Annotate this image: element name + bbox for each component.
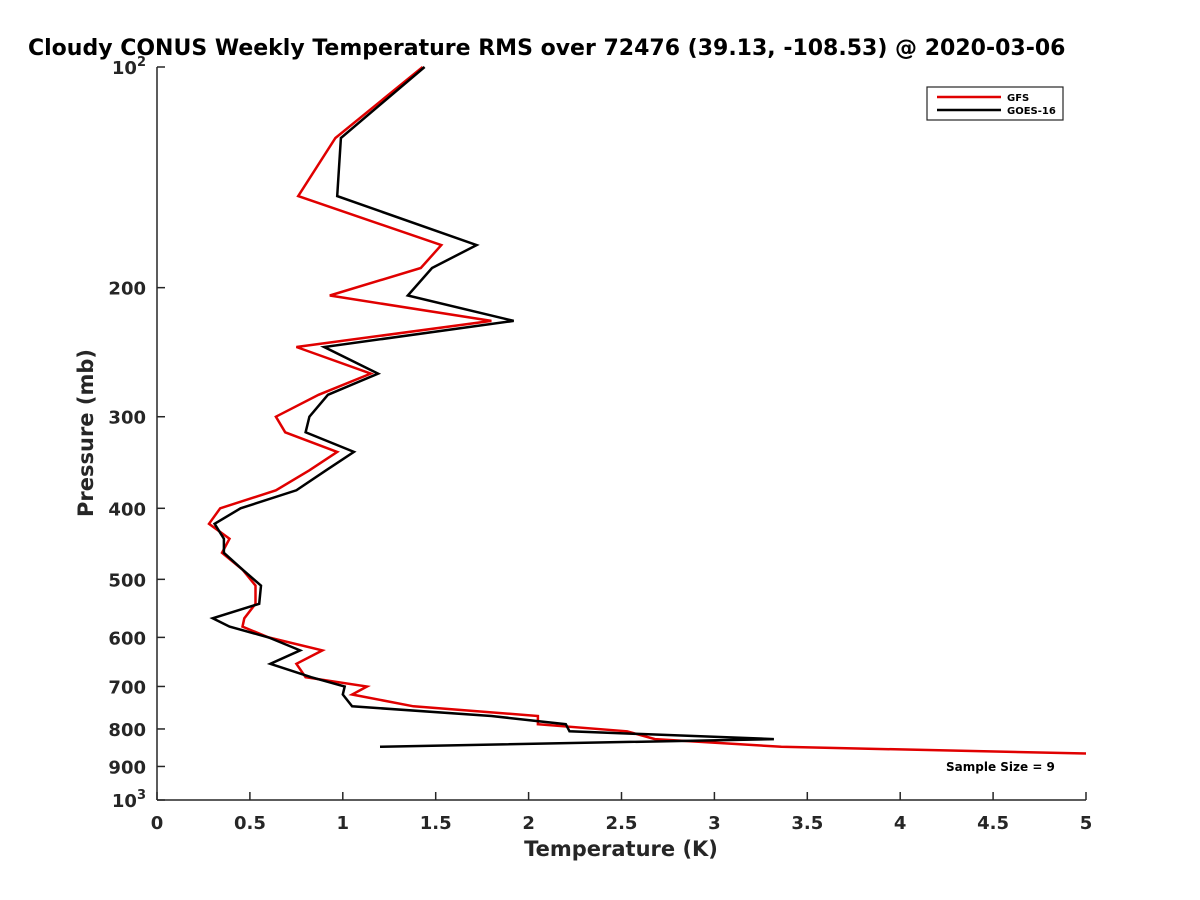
y-tick-label: 900 bbox=[108, 757, 146, 778]
x-axis-label: Temperature (K) bbox=[524, 837, 718, 861]
legend-box bbox=[926, 86, 1064, 121]
series-line-gfs bbox=[207, 66, 1087, 755]
series-line-goes-16 bbox=[209, 66, 774, 749]
plot-area bbox=[156, 67, 1086, 801]
sample-size-annotation: Sample Size = 9 bbox=[946, 760, 1055, 774]
x-tick-label: 0.5 bbox=[234, 813, 266, 834]
x-tick-group: 0 0.5 1 1.5 2 2.5 3 3.5 4 4.5 5 bbox=[151, 792, 1093, 834]
legend-label-goes16: GOES-16 bbox=[1007, 106, 1056, 117]
x-tick-label: 3 bbox=[708, 813, 721, 834]
y-tick-label: 800 bbox=[108, 720, 146, 741]
x-tick-label: 1.5 bbox=[420, 813, 452, 834]
legend-label-gfs: GFS bbox=[1007, 93, 1029, 104]
x-tick-label: 4 bbox=[894, 813, 907, 834]
x-tick-label: 0 bbox=[151, 813, 164, 834]
x-tick-label: 4.5 bbox=[977, 813, 1009, 834]
y-axis-label: Pressure (mb) bbox=[74, 349, 98, 517]
y-tick-label: 600 bbox=[108, 628, 146, 649]
legend: GFS GOES-16 bbox=[926, 86, 1064, 121]
y-tick-label: 102 bbox=[112, 55, 146, 79]
series-group bbox=[207, 66, 1087, 755]
y-tick-label: 400 bbox=[108, 499, 146, 520]
x-tick-label: 3.5 bbox=[791, 813, 823, 834]
x-tick-label: 5 bbox=[1080, 813, 1093, 834]
x-tick-label: 2.5 bbox=[606, 813, 638, 834]
x-tick-label: 1 bbox=[337, 813, 350, 834]
y-tick-label: 700 bbox=[108, 677, 146, 698]
chart-title: Cloudy CONUS Weekly Temperature RMS over… bbox=[28, 36, 1065, 61]
y-tick-label: 200 bbox=[108, 279, 146, 300]
y-tick-label: 103 bbox=[112, 788, 146, 812]
x-tick-label: 2 bbox=[522, 813, 535, 834]
y-tick-label: 300 bbox=[108, 408, 146, 429]
y-tick-group: 102 200 300 400 500 600 700 800 900 103 bbox=[108, 55, 165, 812]
y-tick-label: 500 bbox=[108, 570, 146, 591]
